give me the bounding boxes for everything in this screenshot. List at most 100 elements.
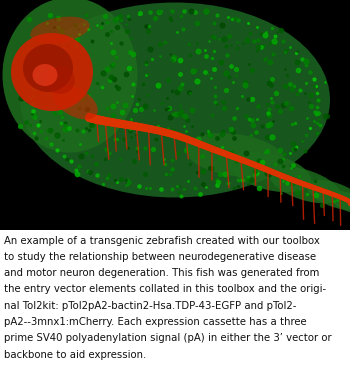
Ellipse shape	[212, 147, 218, 153]
Ellipse shape	[117, 120, 123, 128]
Ellipse shape	[309, 184, 315, 190]
Ellipse shape	[204, 144, 210, 150]
Ellipse shape	[179, 134, 185, 141]
Ellipse shape	[223, 151, 229, 158]
Ellipse shape	[113, 119, 119, 127]
Ellipse shape	[314, 186, 320, 191]
Ellipse shape	[329, 191, 335, 197]
Ellipse shape	[305, 183, 311, 188]
Ellipse shape	[332, 192, 338, 197]
Ellipse shape	[284, 175, 290, 181]
Ellipse shape	[110, 118, 117, 127]
Ellipse shape	[172, 131, 178, 139]
Ellipse shape	[116, 120, 122, 128]
Ellipse shape	[328, 191, 334, 196]
Ellipse shape	[331, 192, 337, 197]
Ellipse shape	[87, 113, 93, 122]
Ellipse shape	[240, 157, 246, 164]
Ellipse shape	[281, 174, 287, 180]
Ellipse shape	[215, 148, 221, 154]
Ellipse shape	[246, 160, 252, 166]
Ellipse shape	[325, 190, 331, 195]
Ellipse shape	[343, 197, 348, 202]
Ellipse shape	[322, 189, 328, 194]
Ellipse shape	[243, 158, 249, 164]
Ellipse shape	[347, 199, 350, 205]
Ellipse shape	[92, 115, 98, 123]
Ellipse shape	[238, 156, 244, 163]
Text: An example of a transgenic zebrafish created with our toolbox: An example of a transgenic zebrafish cre…	[4, 236, 320, 245]
Ellipse shape	[189, 138, 195, 145]
Ellipse shape	[157, 127, 163, 135]
Ellipse shape	[261, 166, 267, 171]
Ellipse shape	[136, 123, 142, 131]
Ellipse shape	[301, 181, 307, 187]
Ellipse shape	[86, 113, 92, 122]
Ellipse shape	[126, 121, 132, 129]
Text: prime SV40 polyadenylation signal (pA) in either the 3’ vector or: prime SV40 polyadenylation signal (pA) i…	[4, 333, 332, 343]
Text: and motor neuron degeneration. This fish was generated from: and motor neuron degeneration. This fish…	[4, 268, 319, 278]
Ellipse shape	[347, 199, 350, 205]
Ellipse shape	[293, 178, 299, 184]
Ellipse shape	[137, 123, 143, 131]
Ellipse shape	[263, 166, 269, 172]
Ellipse shape	[191, 138, 197, 145]
Ellipse shape	[103, 117, 108, 125]
Ellipse shape	[216, 148, 222, 155]
Ellipse shape	[116, 119, 121, 128]
Ellipse shape	[103, 117, 110, 125]
Ellipse shape	[94, 115, 100, 124]
Ellipse shape	[90, 114, 96, 123]
Ellipse shape	[105, 117, 111, 126]
Ellipse shape	[290, 177, 296, 183]
Ellipse shape	[227, 152, 233, 159]
Ellipse shape	[344, 198, 350, 202]
Ellipse shape	[186, 133, 285, 177]
Ellipse shape	[99, 116, 105, 125]
Ellipse shape	[226, 152, 232, 158]
Ellipse shape	[320, 188, 326, 194]
Ellipse shape	[346, 199, 350, 204]
Ellipse shape	[178, 133, 184, 141]
Ellipse shape	[258, 164, 264, 170]
Ellipse shape	[288, 176, 294, 182]
Ellipse shape	[168, 130, 174, 137]
Ellipse shape	[293, 178, 299, 184]
Ellipse shape	[93, 115, 100, 124]
Ellipse shape	[278, 173, 284, 178]
Ellipse shape	[248, 160, 255, 167]
Ellipse shape	[267, 168, 273, 174]
Ellipse shape	[190, 138, 196, 145]
Ellipse shape	[348, 200, 350, 206]
Ellipse shape	[348, 199, 350, 205]
Ellipse shape	[155, 127, 161, 134]
Ellipse shape	[107, 118, 113, 126]
Ellipse shape	[163, 129, 169, 136]
Ellipse shape	[221, 150, 227, 156]
Ellipse shape	[109, 118, 115, 127]
Ellipse shape	[175, 132, 181, 139]
Ellipse shape	[170, 131, 176, 138]
Ellipse shape	[348, 199, 350, 205]
Ellipse shape	[140, 124, 146, 131]
Ellipse shape	[89, 114, 95, 123]
Ellipse shape	[200, 142, 206, 149]
Ellipse shape	[195, 140, 201, 146]
Ellipse shape	[339, 195, 345, 200]
Ellipse shape	[294, 179, 300, 184]
Ellipse shape	[348, 200, 350, 206]
Ellipse shape	[269, 167, 341, 204]
Ellipse shape	[335, 194, 340, 198]
Ellipse shape	[135, 123, 141, 131]
Ellipse shape	[202, 143, 208, 149]
Ellipse shape	[341, 197, 347, 201]
Ellipse shape	[320, 188, 326, 193]
Ellipse shape	[91, 114, 98, 123]
Text: backbone to aid expression.: backbone to aid expression.	[4, 350, 146, 360]
Ellipse shape	[346, 199, 350, 204]
Ellipse shape	[245, 159, 251, 165]
Ellipse shape	[340, 196, 345, 201]
Ellipse shape	[337, 195, 343, 199]
Ellipse shape	[276, 172, 282, 178]
Ellipse shape	[273, 171, 279, 177]
